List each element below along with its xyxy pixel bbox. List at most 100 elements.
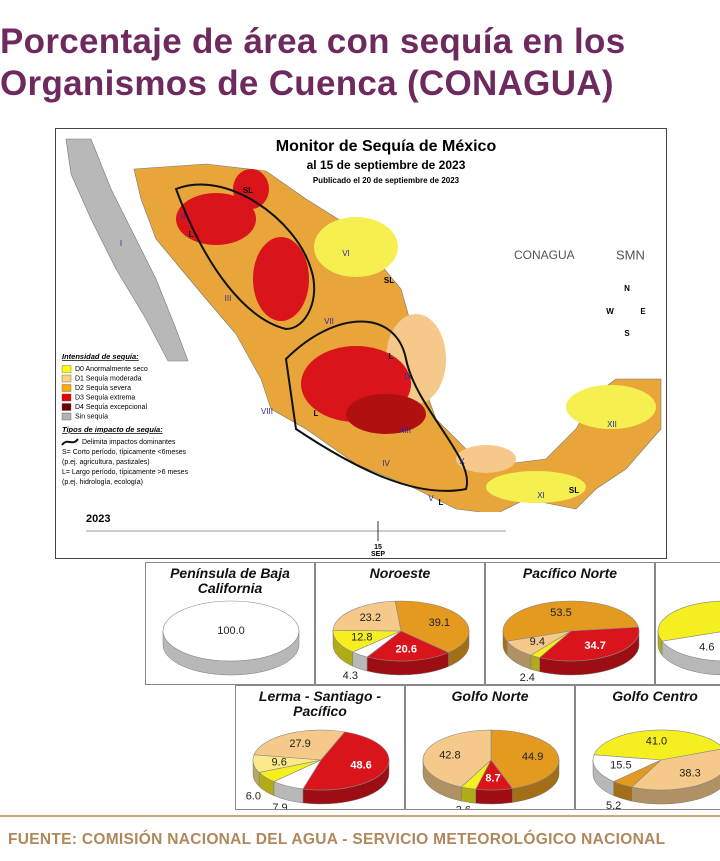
pie-value-label: 4.3 (343, 670, 358, 682)
timeline-month: SEP (371, 551, 385, 558)
pie-top (422, 729, 492, 788)
pie-value-label: 6.0 (246, 790, 261, 802)
pie-top (593, 729, 720, 761)
pie-slice (252, 754, 322, 788)
pie-chart: 53.5 34.7 2.4 9.4 (502, 600, 640, 684)
pie-side (530, 654, 540, 672)
impact-label: (p.ej. hidrología, ecología) (62, 479, 143, 486)
impact-mark: L (389, 352, 394, 361)
pie-slice (538, 626, 640, 676)
region-label: VI (342, 249, 350, 258)
region-label: VII (324, 317, 334, 326)
legend-swatch (61, 412, 72, 421)
pie-top (252, 754, 322, 773)
impact-mark: SL (569, 486, 579, 495)
footer-source: FUENTE: COMISIÓN NACIONAL DEL AGUA - SER… (8, 831, 666, 848)
pie-chart: 27.9 48.6 7.9 6.0 9.6 (246, 729, 390, 810)
legend-label: D2 Sequía severa (75, 385, 131, 392)
region-label: XI (537, 491, 545, 500)
pie-top (394, 600, 470, 653)
timeline-day: 15 (374, 544, 382, 551)
region-label: V (428, 494, 434, 503)
pie-chart: 44.9 8.7 3.6 42.8 (422, 729, 560, 810)
pie-slice (502, 600, 639, 656)
pie-value-label: 8.7 (485, 772, 500, 784)
pie-chart: 41.0 38.3 5.2 15.5 (592, 729, 720, 810)
region-label: X (459, 457, 465, 466)
pie-title: Noroeste (369, 565, 431, 581)
legend-label: D3 Sequía extrema (75, 394, 135, 401)
pie-value-label: 53.5 (550, 607, 571, 619)
pie-panel: Golfo Centro 41.0 38.3 5.2 15.5 (575, 685, 720, 810)
impact-mark: SL (384, 276, 394, 285)
pie-panel: 14.74.6 (655, 562, 720, 685)
legend-label: D0 Anormalmente seco (75, 366, 148, 373)
timeline-year: 2023 (86, 513, 110, 525)
page-title: Organismos de Cuenca (CONAGUA) (0, 64, 614, 103)
logo-smn: SMN (616, 247, 645, 262)
region-label: VIII (261, 407, 273, 416)
pie-top (661, 631, 720, 662)
legend-swatch (61, 403, 72, 411)
pie-value-label: 41.0 (646, 735, 667, 747)
map-title: Monitor de Sequía de México (276, 138, 497, 155)
pie-top (366, 630, 450, 662)
pie-panel: Golfo Norte 44.9 8.7 3.6 42.8 (405, 685, 575, 810)
legend-label: Sin sequía (75, 413, 108, 420)
impact-label: Delimita impactos dominantes (82, 439, 176, 446)
impact-mark: L (314, 409, 319, 418)
legend-title: Intensidad de sequía: (62, 352, 139, 361)
pie-top (592, 754, 662, 782)
pie-panel: Lerma - Santiago - Pacífico 27.9 48.6 7.9 6.… (235, 685, 405, 810)
pie-value-label: 44.9 (522, 751, 543, 763)
pie-value-label: 9.6 (272, 756, 287, 768)
pie-side (461, 786, 476, 804)
impact-line-sample (61, 438, 79, 446)
legend-label: D1 Sequía moderada (75, 375, 142, 382)
pie-chart: 100.0 (162, 600, 300, 676)
impact-mark: SL (243, 186, 253, 195)
pie-slice (657, 600, 720, 656)
pie-slice (162, 600, 300, 676)
pie-slice (253, 729, 346, 761)
legend-label: D4 Sequía excepcional (75, 404, 147, 411)
impact-mark: L (439, 498, 444, 507)
pie-chart: 14.74.6 (657, 600, 720, 676)
pie-slice (475, 759, 513, 805)
pie-slice (422, 729, 492, 802)
pie-value-label: 20.6 (396, 643, 417, 655)
compass-letter: E (640, 307, 646, 316)
impact-label: S= Corto período, típicamente <6meses (62, 449, 187, 456)
region-label: XII (607, 420, 617, 429)
page-title: Porcentaje de área con sequía en los (0, 22, 626, 61)
footer-rule (0, 815, 720, 817)
pie-value-label: 2.4 (520, 672, 535, 684)
impact-title: Tipos de impacto de sequía: (62, 425, 163, 434)
region-label: XIII (399, 426, 411, 435)
pie-title: Península de Baja California (170, 565, 290, 596)
pie-title: Pacífico Norte (522, 565, 618, 581)
pie-title: Golfo Centro (612, 688, 698, 704)
pie-panel: Pacífico Norte 53.5 34.7 2.4 9.4 (485, 562, 655, 685)
compass-letter: W (606, 307, 614, 316)
pie-slice (332, 600, 402, 632)
pie-value-label: 5.2 (606, 800, 621, 810)
pie-side (475, 788, 513, 805)
drought-map: Monitor de Sequía de México al 15 de sept… (55, 128, 667, 559)
pie-title: Lerma - Santiago - Pacífico (258, 688, 382, 719)
pie-top (631, 748, 720, 791)
region-label: IX (404, 372, 412, 381)
legend-swatch (61, 384, 72, 392)
pie-slice (506, 630, 572, 670)
pie-value-label: 12.8 (351, 632, 372, 644)
pie-value-label: 4.6 (699, 641, 714, 653)
pie-top (490, 729, 560, 789)
pie-value-label: 38.3 (679, 767, 700, 779)
pie-top (253, 729, 346, 761)
pie-value-label: 3.6 (456, 805, 471, 810)
compass-letter: S (624, 329, 630, 338)
pie-value-label: 7.9 (272, 802, 287, 810)
pie-value-label: 42.8 (439, 750, 460, 762)
pie-panel: Península de Baja California 100.0 (145, 562, 315, 685)
